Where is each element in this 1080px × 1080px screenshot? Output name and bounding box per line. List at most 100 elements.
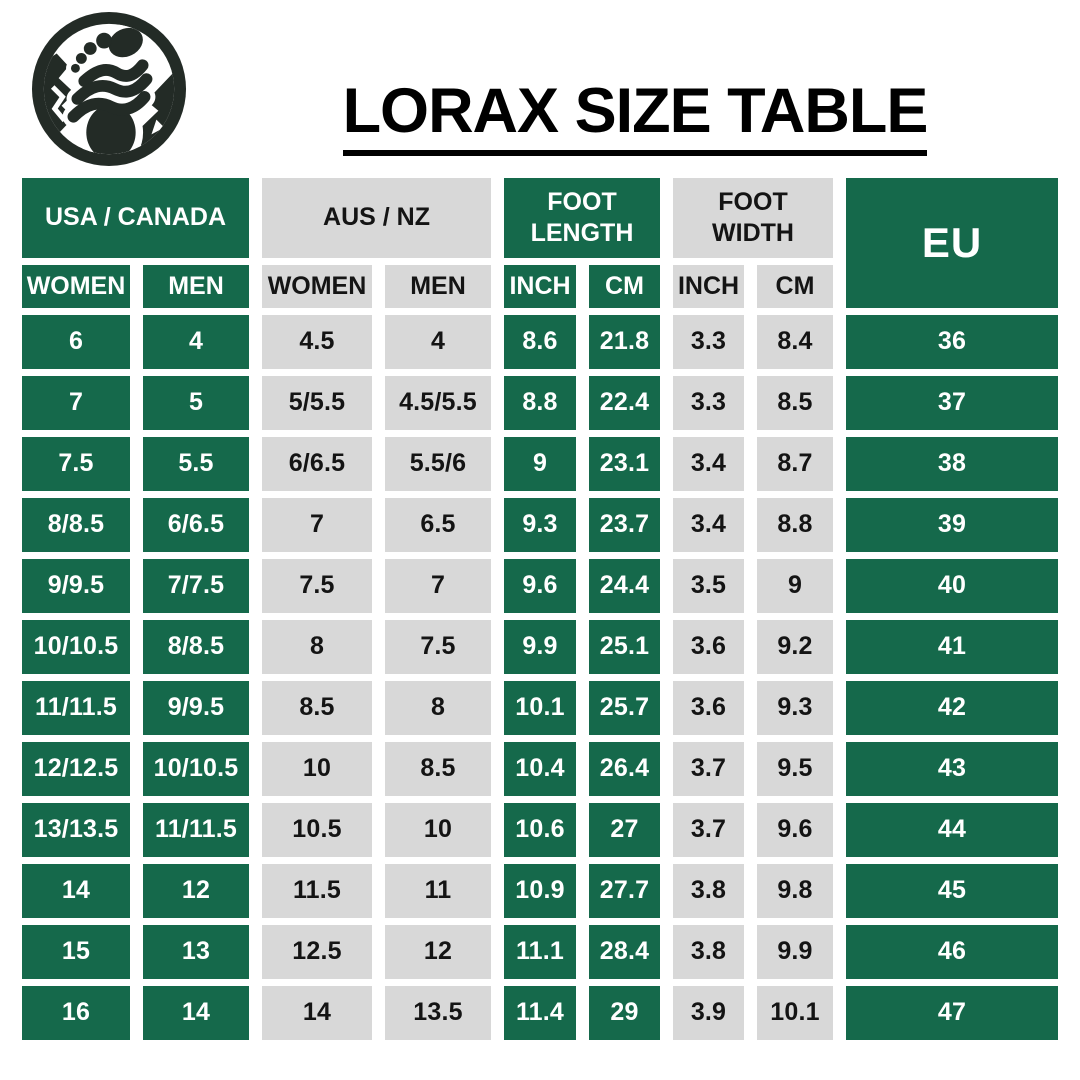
size-cell: 10 (385, 803, 491, 857)
size-cell: 10.4 (504, 742, 576, 796)
size-cell: 7.5 (22, 437, 130, 491)
size-cell: 38 (846, 437, 1058, 491)
size-cell: 47 (846, 986, 1058, 1040)
size-cell: 16 (22, 986, 130, 1040)
size-cell: 11.1 (504, 925, 576, 979)
size-cell: 25.7 (589, 681, 660, 735)
size-cell: 13 (143, 925, 249, 979)
size-cell: 29 (589, 986, 660, 1040)
size-cell: 11/11.5 (22, 681, 130, 735)
size-cell: 8/8.5 (22, 498, 130, 552)
size-cell: 4.5 (262, 315, 372, 369)
size-cell: 23.1 (589, 437, 660, 491)
size-cell: 11 (385, 864, 491, 918)
size-cell: 45 (846, 864, 1058, 918)
group-header-aus-nz: AUS / NZ (262, 178, 491, 258)
group-header-usa-canada: USA / CANADA (22, 178, 249, 258)
size-cell: 15 (22, 925, 130, 979)
size-cell: 27 (589, 803, 660, 857)
size-cell: 12 (143, 864, 249, 918)
size-cell: 9.3 (757, 681, 833, 735)
size-cell: 8.5 (385, 742, 491, 796)
size-cell: 40 (846, 559, 1058, 613)
size-cell: 9.3 (504, 498, 576, 552)
size-cell: 36 (846, 315, 1058, 369)
size-cell: 9.6 (757, 803, 833, 857)
size-cell: 7 (262, 498, 372, 552)
column-header-usa-canada-women: WOMEN (22, 265, 130, 308)
size-cell: 7.5 (385, 620, 491, 674)
size-cell: 44 (846, 803, 1058, 857)
size-cell: 28.4 (589, 925, 660, 979)
size-cell: 4 (143, 315, 249, 369)
size-cell: 9.6 (504, 559, 576, 613)
size-cell: 9/9.5 (143, 681, 249, 735)
size-cell: 5 (143, 376, 249, 430)
size-cell: 8.4 (757, 315, 833, 369)
size-cell: 8/8.5 (143, 620, 249, 674)
size-cell: 23.7 (589, 498, 660, 552)
size-cell: 7 (22, 376, 130, 430)
size-cell: 3.6 (673, 681, 744, 735)
size-cell: 11.4 (504, 986, 576, 1040)
size-cell: 3.6 (673, 620, 744, 674)
size-cell: 10 (262, 742, 372, 796)
size-cell: 27.7 (589, 864, 660, 918)
size-cell: 12 (385, 925, 491, 979)
column-header-foot-width-cm: CM (757, 265, 833, 308)
size-cell: 39 (846, 498, 1058, 552)
column-header-foot-width-inch: INCH (673, 265, 744, 308)
size-cell: 12.5 (262, 925, 372, 979)
size-cell: 10.6 (504, 803, 576, 857)
size-cell: 10.5 (262, 803, 372, 857)
size-cell: 24.4 (589, 559, 660, 613)
column-header-usa-canada-men: MEN (143, 265, 249, 308)
size-cell: 9 (504, 437, 576, 491)
size-cell: 26.4 (589, 742, 660, 796)
column-header-aus-nz-men: MEN (385, 265, 491, 308)
size-cell: 9.9 (504, 620, 576, 674)
size-cell: 10/10.5 (22, 620, 130, 674)
size-cell: 5.5 (143, 437, 249, 491)
column-header-foot-length-inch: INCH (504, 265, 576, 308)
size-cell: 6/6.5 (262, 437, 372, 491)
barefoot-mountain-logo-icon (31, 11, 187, 167)
size-cell: 14 (22, 864, 130, 918)
size-cell: 8 (385, 681, 491, 735)
size-cell: 3.4 (673, 498, 744, 552)
size-cell: 7.5 (262, 559, 372, 613)
size-cell: 5.5/6 (385, 437, 491, 491)
size-cell: 10/10.5 (143, 742, 249, 796)
size-cell: 46 (846, 925, 1058, 979)
size-cell: 37 (846, 376, 1058, 430)
size-cell: 3.8 (673, 925, 744, 979)
brand-logo (30, 10, 188, 168)
size-cell: 3.7 (673, 742, 744, 796)
size-cell: 6 (22, 315, 130, 369)
size-cell: 8.5 (757, 376, 833, 430)
size-cell: 14 (262, 986, 372, 1040)
size-cell: 12/12.5 (22, 742, 130, 796)
size-cell: 8.7 (757, 437, 833, 491)
column-header-aus-nz-women: WOMEN (262, 265, 372, 308)
size-cell: 3.7 (673, 803, 744, 857)
group-header-foot-width: FOOT WIDTH (673, 178, 833, 258)
size-cell: 9.9 (757, 925, 833, 979)
size-cell: 9.2 (757, 620, 833, 674)
size-cell: 3.8 (673, 864, 744, 918)
size-cell: 9/9.5 (22, 559, 130, 613)
size-cell: 41 (846, 620, 1058, 674)
size-cell: 8 (262, 620, 372, 674)
size-cell: 5/5.5 (262, 376, 372, 430)
size-cell: 4 (385, 315, 491, 369)
size-table: USA / CANADA WOMEN MEN AUS / NZ WOMEN MEN FOOT… (22, 178, 1058, 1040)
header: LORAX SIZE TABLE (190, 38, 1080, 198)
size-cell: 8.8 (504, 376, 576, 430)
size-cell: 6/6.5 (143, 498, 249, 552)
size-cell: 8.5 (262, 681, 372, 735)
size-cell: 11/11.5 (143, 803, 249, 857)
size-cell: 6.5 (385, 498, 491, 552)
size-cell: 43 (846, 742, 1058, 796)
page-title: LORAX SIZE TABLE (342, 80, 928, 157)
